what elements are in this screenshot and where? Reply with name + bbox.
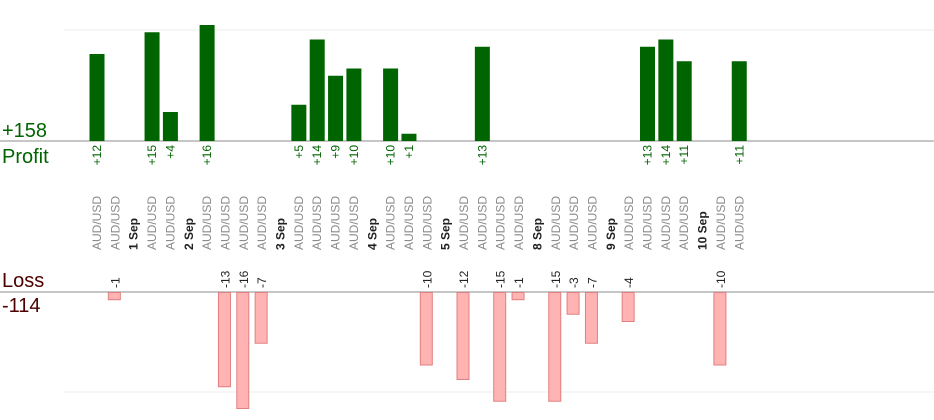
labels-layer: AUD/USD +12 AUD/USD -1 1 Sep AUD/USD +15 AUD/US… [90,145,746,288]
profit-value-label: +16 [200,145,214,166]
date-label: 5 Sep [439,218,453,250]
pair-label: AUD/USD [329,196,343,250]
loss-bar [419,292,433,366]
pair-label: AUD/USD [145,196,159,250]
date-label: 10 Sep [696,211,710,250]
profit-total: +158 [2,120,47,142]
pair-label: AUD/USD [714,196,728,250]
profit-value-label: +1 [402,145,416,159]
profit-value-label: +11 [677,145,691,165]
profit-value-label: +15 [145,145,159,166]
loss-value-label: -7 [585,277,599,288]
profit-bar [162,112,178,141]
loss-label: Loss [2,270,44,292]
bars-layer [89,25,747,409]
profit-label: Profit [2,146,49,168]
profit-value-label: +10 [347,145,361,166]
profit-bar [676,61,692,141]
pair-label: AUD/USD [494,196,508,250]
profit-bar [640,46,655,141]
pair-label: AUD/USD [641,196,655,250]
profit-value-label: +13 [475,145,489,166]
pair-label: AUD/USD [108,196,122,250]
pair-label: AUD/USD [255,196,269,250]
profit-bar [144,32,160,141]
pair-label: AUD/USD [402,196,416,250]
profit-bar [401,133,417,141]
date-label: 4 Sep [365,218,379,250]
profit-bar [199,25,215,141]
loss-value-label: -16 [237,270,251,288]
pair-label: AUD/USD [292,196,306,250]
loss-value-label: -15 [549,270,563,288]
loss-bar [713,292,727,366]
loss-value-label: -1 [512,277,526,288]
loss-bar [456,292,470,380]
profit-bar [383,68,399,141]
profit-bar [346,68,362,141]
profit-value-label: +12 [90,145,104,166]
pair-label: AUD/USD [347,196,361,250]
pair-label: AUD/USD [237,196,251,250]
loss-value-label: -4 [622,277,636,288]
profit-bar [89,54,105,141]
pair-label: AUD/USD [420,196,434,250]
pair-label: AUD/USD [163,196,177,250]
profit-value-label: +9 [329,145,343,159]
pair-label: AUD/USD [90,196,104,250]
loss-bar [217,292,231,388]
loss-bar [236,292,250,409]
date-label: 3 Sep [274,218,288,250]
date-label: 8 Sep [530,218,544,250]
pair-label: AUD/USD [549,196,563,250]
profit-value-label: +5 [292,145,306,159]
pair-label: AUD/USD [218,196,232,250]
profit-bar [474,46,490,141]
profit-value-label: +11 [732,145,746,165]
profit-value-label: +14 [659,145,673,166]
date-label: 1 Sep [127,218,141,250]
pair-label: AUD/USD [200,196,214,250]
loss-bar [107,292,121,301]
loss-bar [548,292,562,402]
profit-value-label: +14 [310,145,324,166]
loss-value-label: -10 [420,270,434,288]
loss-value-label: -1 [108,277,122,288]
loss-value-label: -13 [218,270,232,288]
pair-label: AUD/USD [622,196,636,250]
pair-label: AUD/USD [567,196,581,250]
profit-value-label: +13 [641,145,655,166]
pair-label: AUD/USD [384,196,398,250]
pair-label: AUD/USD [677,196,691,250]
profit-bar [658,39,674,141]
date-label: 9 Sep [604,218,618,250]
loss-value-label: -7 [255,277,269,288]
profit-bar [328,75,344,141]
pair-label: AUD/USD [659,196,673,250]
loss-bar [254,292,268,344]
profit-bar [731,61,747,141]
loss-total: -114 [2,295,41,317]
profit-value-label: +10 [384,145,398,166]
loss-value-label: -3 [567,277,581,288]
pair-label: AUD/USD [310,196,324,250]
profit-value-label: +4 [163,145,177,159]
profit-bar [291,104,307,141]
loss-bar [566,292,580,315]
loss-bar [584,292,598,344]
loss-value-label: -10 [714,270,728,288]
pair-label: AUD/USD [585,196,599,250]
loss-bar [511,292,525,301]
pair-label: AUD/USD [512,196,526,250]
pair-label: AUD/USD [732,196,746,250]
pair-label: AUD/USD [457,196,471,250]
loss-bar [493,292,507,402]
loss-value-label: -12 [457,270,471,288]
loss-bar [621,292,635,322]
date-label: 2 Sep [182,218,196,250]
pair-label: AUD/USD [475,196,489,250]
loss-value-label: -15 [494,270,508,288]
profit-bar [309,39,325,141]
